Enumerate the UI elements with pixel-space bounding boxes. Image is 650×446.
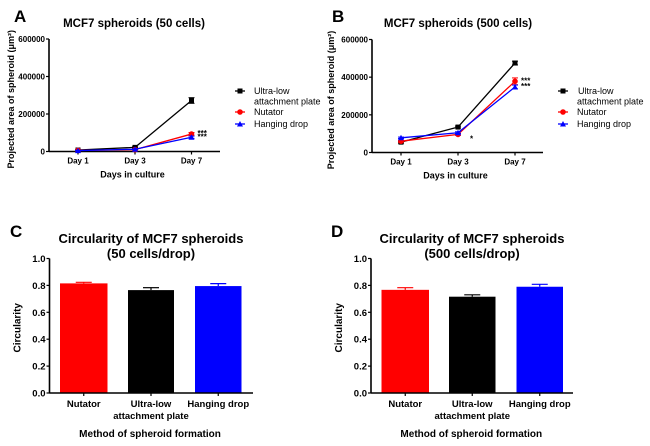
y-tick-label: 0.0: [354, 389, 367, 400]
x-tick-label: Day 7: [504, 158, 526, 167]
chart-title: MCF7 spheroids (50 cells): [63, 18, 205, 30]
chart-title: Circularity of MCF7 spheroids: [380, 231, 565, 246]
x-axis-label: Days in culture: [423, 171, 488, 181]
data-point-triangle: [512, 83, 518, 90]
y-tick-label: 200000: [341, 111, 368, 120]
significance-marker: ***: [521, 76, 531, 85]
legend-label: Nutator: [254, 107, 284, 117]
x-tick-label: Nutator: [67, 399, 101, 410]
y-axis-label: Circularity: [334, 303, 345, 353]
legend-marker-triangle: [560, 121, 566, 127]
panel-letter: C: [10, 222, 22, 241]
data-point-triangle: [455, 129, 461, 136]
x-tick-label: Hanging drop: [187, 399, 249, 410]
bar: [516, 286, 563, 393]
data-point-triangle: [75, 147, 81, 154]
bar: [381, 289, 429, 393]
data-point-triangle: [398, 134, 404, 141]
y-tick-label: 0.4: [32, 335, 46, 346]
chart-title: Circularity of MCF7 spheroids: [59, 231, 244, 246]
legend-marker-square: [560, 88, 566, 94]
legend-label: Ultra-low: [578, 86, 614, 96]
y-tick-label: 600000: [341, 36, 368, 45]
panel-A: A MCF7 spheroids (50 cells) 0 200000 400000 6…: [6, 7, 321, 180]
y-tick-label: 600000: [18, 35, 45, 44]
x-tick-label: Ultra-low: [131, 399, 172, 410]
x-tick-label: Day 1: [67, 157, 89, 166]
x-tick-label: Day 3: [447, 158, 469, 167]
panel-C: C Circularity of MCF7 spheroids(50 cells/…: [10, 222, 253, 440]
y-tick-label: 0.4: [354, 335, 368, 346]
y-tick-label: 0: [41, 148, 46, 157]
legend-marker-triangle: [237, 121, 243, 127]
y-tick-label: 1.0: [354, 254, 367, 265]
x-tick-label: attachment plate: [435, 411, 511, 422]
legend-marker-circle: [560, 109, 566, 115]
bar: [128, 290, 174, 393]
x-tick-label: attachment plate: [113, 411, 189, 422]
y-tick-label: 0.8: [354, 281, 367, 292]
legend-label: Hanging drop: [254, 119, 308, 129]
y-tick-label: 0.2: [32, 362, 45, 373]
y-tick-label: 0.6: [354, 308, 367, 319]
chart-title: MCF7 spheroids (500 cells): [384, 18, 532, 30]
data-point-triangle: [132, 146, 138, 152]
significance-marker: ***: [198, 132, 208, 141]
x-tick-label: Day 3: [124, 157, 146, 166]
legend-label: attachment plate: [577, 97, 644, 107]
data-point-triangle: [188, 134, 195, 140]
panel-letter: D: [331, 222, 343, 241]
x-axis-label: Days in culture: [100, 170, 165, 180]
series-line-square: [77, 99, 192, 151]
panel-B: B MCF7 spheroids (500 cells) 0 200000 400000…: [326, 7, 644, 181]
y-tick-label: 400000: [18, 73, 45, 82]
y-axis-label: Circularity: [13, 303, 24, 353]
data-point-circle: [188, 131, 195, 137]
legend-marker-square: [237, 88, 243, 94]
panel-letter: A: [14, 7, 26, 26]
x-axis-label: Method of spheroid formation: [79, 429, 221, 440]
x-tick-label: Hanging drop: [509, 399, 571, 410]
data-point-square: [512, 60, 518, 66]
significance-marker: *: [470, 134, 474, 143]
legend-label: Hanging drop: [577, 119, 631, 129]
x-axis-label: Method of spheroid formation: [400, 429, 542, 440]
chart-subtitle: (500 cells/drop): [424, 246, 519, 261]
y-tick-label: 0.8: [32, 281, 45, 292]
y-axis-label: Projected area of spheroid (μm²): [326, 31, 336, 170]
legend-label: Ultra-low: [254, 86, 290, 96]
y-tick-label: 0.2: [354, 362, 367, 373]
legend-label: Nutator: [577, 107, 607, 117]
chart-subtitle: (50 cells/drop): [107, 246, 195, 261]
x-tick-label: Ultra-low: [452, 399, 493, 410]
y-tick-label: 0.0: [32, 389, 45, 400]
x-tick-label: Day 7: [181, 157, 203, 166]
y-tick-label: 0.6: [32, 308, 45, 319]
significance-marker: ***: [198, 129, 208, 138]
data-point-circle: [512, 78, 518, 85]
legend-marker-circle: [237, 109, 243, 115]
x-tick-label: Day 1: [390, 158, 412, 167]
data-point-square: [455, 124, 461, 130]
legend-label: attachment plate: [254, 97, 321, 107]
y-tick-label: 0: [364, 149, 369, 158]
significance-marker: ***: [521, 82, 531, 91]
panel-letter: B: [332, 7, 344, 26]
y-tick-label: 400000: [341, 73, 368, 82]
x-tick-label: Nutator: [388, 399, 422, 410]
panel-D: D Circularity of MCF7 spheroids(500 cells…: [331, 222, 573, 440]
data-point-square: [189, 98, 194, 103]
y-tick-label: 200000: [18, 110, 45, 119]
y-axis-label: Projected area of spheroid (μm²): [6, 30, 16, 169]
bar: [195, 286, 242, 393]
bar: [449, 296, 496, 393]
y-tick-label: 1.0: [32, 254, 45, 265]
bar: [60, 283, 108, 393]
